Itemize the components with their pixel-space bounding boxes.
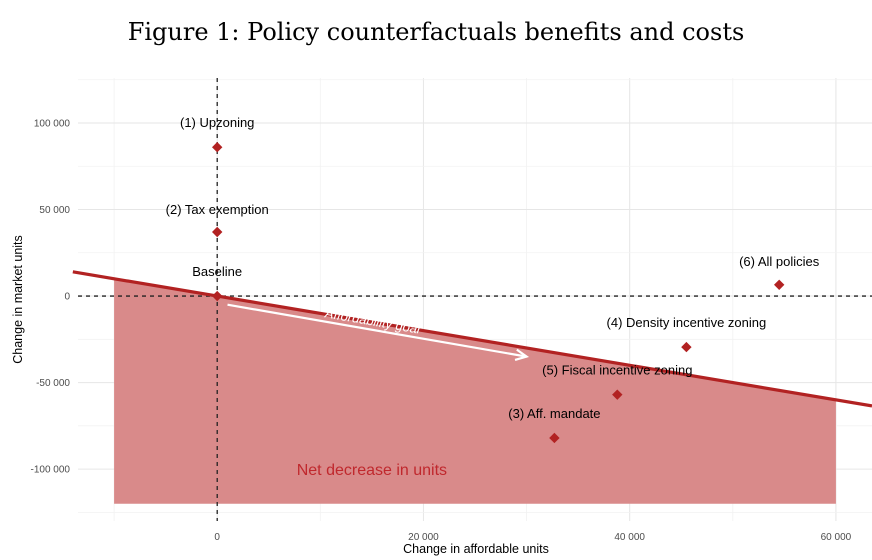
y-axis-label: Change in market units — [11, 235, 25, 364]
point-label-5: (5) Fiscal incentive zoning — [542, 363, 692, 378]
y-tick-label: 100 000 — [34, 118, 71, 129]
point-label-3: (6) All policies — [739, 254, 820, 269]
x-axis-label: Change in affordable units — [403, 542, 549, 556]
shaded-region: Net decrease in units — [114, 278, 836, 504]
y-tick-label: 0 — [64, 292, 70, 303]
point-label-0: (1) Upzoning — [180, 115, 254, 130]
point-marker-4 — [681, 341, 692, 353]
point-label-4: (4) Density incentive zoning — [607, 315, 767, 330]
point-label-2: Baseline — [192, 264, 242, 279]
net-decrease-label: Net decrease in units — [297, 462, 447, 479]
data-points: (1) Upzoning (2) Tax exemption Baseline (6)… — [166, 115, 820, 444]
y-tick-label: 50 000 — [39, 205, 70, 216]
affordability-arrowhead — [514, 348, 530, 361]
axis-ticks: 0 20 000 40 000 60 000 100 000 50 000 0 -50 000… — [31, 118, 852, 543]
point-marker-6 — [549, 432, 560, 444]
net-decrease-region — [114, 278, 836, 504]
x-tick-label: 0 — [214, 532, 220, 543]
point-marker-1 — [212, 226, 223, 238]
point-label-6: (3) Aff. mandate — [508, 406, 600, 421]
y-tick-label: -100 000 — [31, 465, 71, 476]
x-tick-label: 20 000 — [408, 532, 439, 543]
frontier-line-group — [72, 270, 872, 408]
x-tick-label: 40 000 — [614, 532, 645, 543]
point-marker-5 — [612, 389, 623, 400]
frontier-line — [72, 270, 872, 408]
point-marker-3 — [773, 279, 785, 290]
point-label-1: (2) Tax exemption — [166, 202, 269, 217]
affordability-arrow-shaft — [227, 303, 527, 358]
point-marker-2 — [212, 290, 223, 302]
x-tick-label: 60 000 — [821, 532, 852, 543]
y-tick-label: -50 000 — [36, 378, 70, 389]
chart-title: Figure 1: Policy counterfactuals benefit… — [127, 18, 745, 46]
point-marker-0 — [212, 142, 223, 153]
